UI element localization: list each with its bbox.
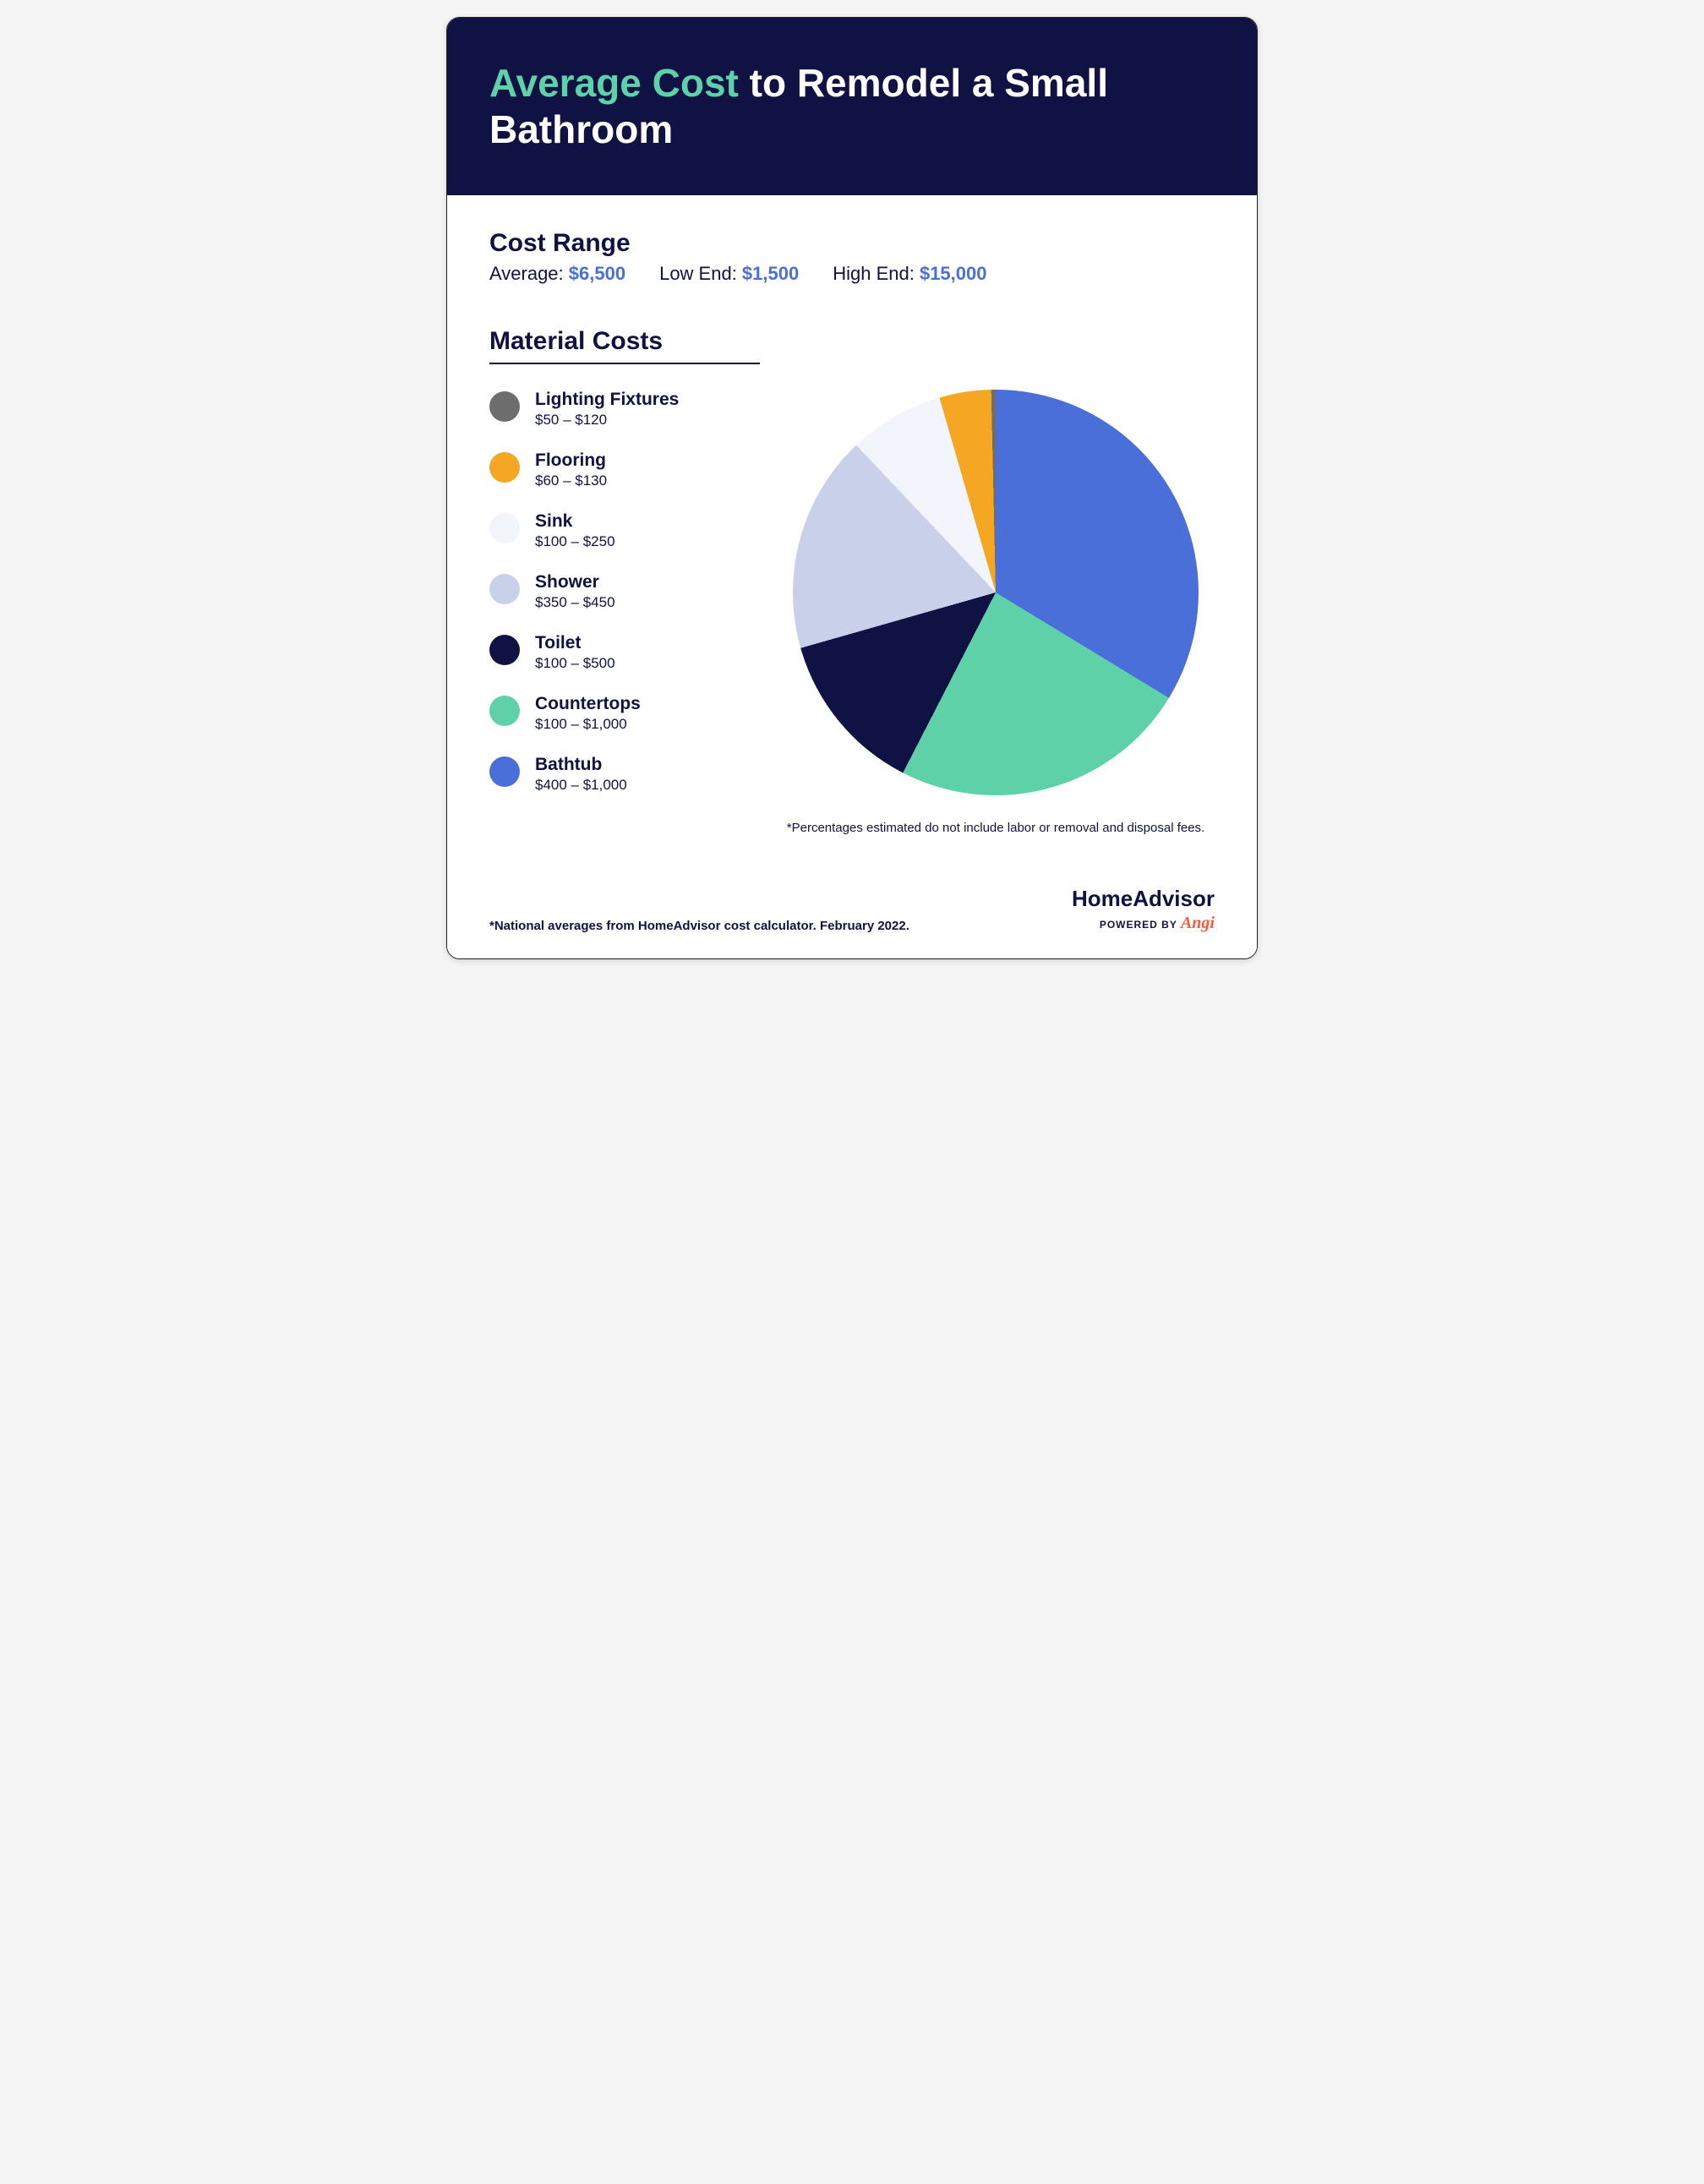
legend-item: Flooring$60 – $130 bbox=[489, 450, 760, 489]
chart-wrap: *Percentages estimated do not include la… bbox=[777, 390, 1215, 835]
legend-item-name: Flooring bbox=[535, 450, 607, 471]
header: Average Cost to Remodel a Small Bathroom bbox=[447, 18, 1257, 195]
cost-range-value: $15,000 bbox=[920, 263, 987, 284]
legend-text: Toilet $100 – $500 bbox=[535, 633, 615, 672]
legend-item-name: Lighting Fixtures bbox=[535, 390, 679, 410]
content-row: Lighting Fixtures $50 – $120 Flooring$60 –… bbox=[489, 390, 1215, 835]
legend-swatch bbox=[489, 574, 520, 604]
legend-item-range: $100 – $250 bbox=[535, 533, 615, 550]
legend-swatch bbox=[489, 635, 520, 665]
legend-swatch bbox=[489, 452, 520, 483]
cost-range-label: Low End: bbox=[659, 263, 742, 284]
cost-range-title: Cost Range bbox=[489, 229, 1215, 258]
legend-item-range: $50 – $120 bbox=[535, 412, 679, 429]
legend-swatch bbox=[489, 756, 520, 787]
cost-range-label: High End: bbox=[833, 263, 920, 284]
title-accent: Average Cost bbox=[489, 61, 739, 105]
legend-text: Shower $350 – $450 bbox=[535, 572, 615, 611]
page-title: Average Cost to Remodel a Small Bathroom bbox=[489, 60, 1215, 153]
legend-item: Sink$100 – $250 bbox=[489, 511, 760, 550]
body: Cost Range Average: $6,500 Low End: $1,50… bbox=[447, 195, 1257, 958]
legend-item: Toilet $100 – $500 bbox=[489, 633, 760, 672]
legend-item-range: $350 – $450 bbox=[535, 594, 615, 611]
cost-range-item: High End: $15,000 bbox=[833, 263, 986, 285]
chart-footnote: *Percentages estimated do not include la… bbox=[787, 821, 1204, 835]
cost-range-value: $6,500 bbox=[569, 263, 625, 284]
legend-swatch bbox=[489, 513, 520, 543]
cost-range-section: Cost Range Average: $6,500 Low End: $1,50… bbox=[489, 229, 1215, 285]
legend-item-name: Countertops bbox=[535, 694, 641, 714]
legend-text: Sink$100 – $250 bbox=[535, 511, 615, 550]
legend-item-range: $400 – $1,000 bbox=[535, 777, 627, 794]
cost-range-item: Average: $6,500 bbox=[489, 263, 625, 285]
pie-chart bbox=[793, 390, 1199, 795]
footer: *National averages from HomeAdvisor cost… bbox=[489, 886, 1215, 933]
brand-block: HomeAdvisor POWERED BY Angi bbox=[1072, 886, 1215, 933]
legend-item-name: Sink bbox=[535, 511, 615, 532]
brand-angi: Angi bbox=[1181, 914, 1215, 932]
cost-range-value: $1,500 bbox=[742, 263, 799, 284]
legend-item: Shower $350 – $450 bbox=[489, 572, 760, 611]
legend-item: Countertops $100 – $1,000 bbox=[489, 694, 760, 733]
cost-range-label: Average: bbox=[489, 263, 569, 284]
legend-text: Flooring$60 – $130 bbox=[535, 450, 607, 489]
legend-text: Countertops $100 – $1,000 bbox=[535, 694, 641, 733]
cost-range-item: Low End: $1,500 bbox=[659, 263, 799, 285]
legend-text: Lighting Fixtures $50 – $120 bbox=[535, 390, 679, 429]
brand-sub-prefix: POWERED BY bbox=[1100, 919, 1181, 931]
legend-item-name: Toilet bbox=[535, 633, 615, 653]
legend-text: Bathtub $400 – $1,000 bbox=[535, 755, 627, 794]
cost-range-row: Average: $6,500 Low End: $1,500 High End: … bbox=[489, 263, 1215, 285]
legend-item-range: $100 – $1,000 bbox=[535, 716, 641, 733]
legend-item: Lighting Fixtures $50 – $120 bbox=[489, 390, 760, 429]
brand-logo-text: HomeAdvisor bbox=[1072, 886, 1215, 912]
infographic-card: Average Cost to Remodel a Small Bathroom… bbox=[446, 17, 1258, 959]
legend-item-name: Bathtub bbox=[535, 755, 627, 775]
legend-item-range: $100 – $500 bbox=[535, 655, 615, 672]
legend: Lighting Fixtures $50 – $120 Flooring$60 –… bbox=[489, 390, 760, 794]
legend-item-range: $60 – $130 bbox=[535, 472, 607, 489]
source-footnote: *National averages from HomeAdvisor cost… bbox=[489, 919, 909, 933]
legend-item: Bathtub $400 – $1,000 bbox=[489, 755, 760, 794]
material-costs-title: Material Costs bbox=[489, 327, 760, 364]
legend-item-name: Shower bbox=[535, 572, 615, 592]
legend-swatch bbox=[489, 696, 520, 726]
legend-swatch bbox=[489, 391, 520, 422]
brand-subtext: POWERED BY Angi bbox=[1072, 914, 1215, 933]
